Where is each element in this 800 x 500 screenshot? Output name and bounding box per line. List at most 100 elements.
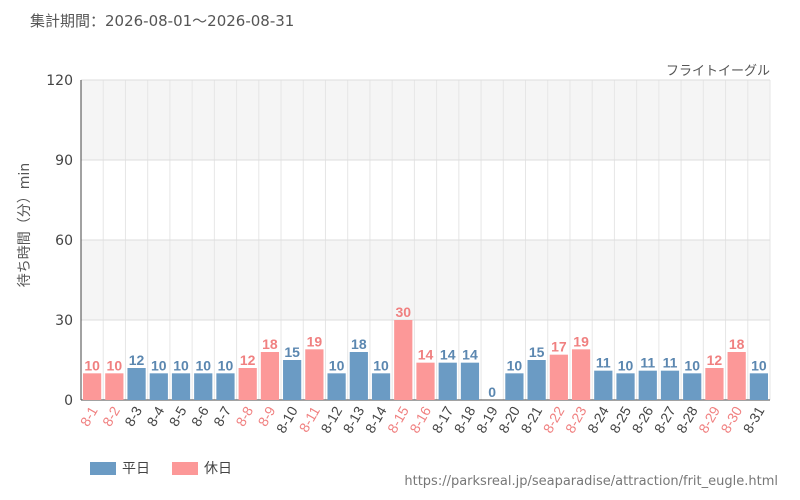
y-tick-label: 120 bbox=[46, 73, 73, 89]
bar bbox=[305, 349, 324, 400]
x-tick-label: 8-3 bbox=[121, 403, 145, 429]
bar bbox=[127, 368, 146, 400]
bar bbox=[371, 373, 391, 400]
x-tick-label: 8-20 bbox=[495, 403, 523, 435]
x-tick-label: 8-16 bbox=[406, 403, 434, 435]
x-tick-label: 8-31 bbox=[740, 403, 768, 435]
x-tick-label: 8-30 bbox=[717, 403, 745, 435]
bar bbox=[460, 362, 480, 400]
data-label: 10 bbox=[329, 357, 345, 373]
data-label: 19 bbox=[573, 333, 589, 349]
legend-item-weekday[interactable]: 平日 bbox=[90, 458, 150, 478]
bar bbox=[505, 373, 524, 400]
data-label: 18 bbox=[351, 336, 367, 352]
data-label: 10 bbox=[618, 357, 634, 373]
y-tick-label: 0 bbox=[64, 393, 73, 409]
bar bbox=[571, 349, 591, 400]
data-label: 12 bbox=[240, 352, 256, 368]
x-tick-label: 8-1 bbox=[77, 403, 101, 429]
attraction-name: フライトイーグル bbox=[665, 64, 770, 79]
x-tick-label: 8-12 bbox=[317, 403, 345, 435]
bar bbox=[549, 354, 568, 400]
data-label: 10 bbox=[173, 357, 189, 373]
legend-swatch-weekday bbox=[90, 461, 116, 475]
data-label: 18 bbox=[729, 336, 745, 352]
data-label: 19 bbox=[307, 333, 323, 349]
y-tick-label: 60 bbox=[55, 233, 73, 249]
bar bbox=[527, 360, 546, 400]
x-tick-label: 8-25 bbox=[606, 403, 634, 435]
plot-band bbox=[81, 160, 770, 240]
data-label: 14 bbox=[440, 347, 456, 363]
x-tick-label: 8-18 bbox=[451, 403, 479, 435]
x-tick-label: 8-14 bbox=[362, 403, 390, 435]
data-label: 10 bbox=[151, 357, 167, 373]
bar bbox=[416, 362, 435, 400]
x-tick-label: 8-24 bbox=[584, 403, 612, 435]
x-tick-label: 8-15 bbox=[384, 403, 412, 435]
data-label: 10 bbox=[507, 357, 523, 373]
bar bbox=[327, 373, 346, 400]
data-label: 10 bbox=[84, 357, 100, 373]
x-tick-label: 8-7 bbox=[210, 403, 234, 429]
plot-band bbox=[81, 240, 770, 320]
x-tick-label: 8-17 bbox=[428, 403, 456, 435]
bar bbox=[594, 370, 613, 400]
data-label: 10 bbox=[751, 357, 767, 373]
data-label: 10 bbox=[373, 357, 389, 373]
bar bbox=[349, 352, 368, 400]
plot-band bbox=[81, 80, 770, 160]
bar bbox=[616, 373, 635, 400]
bar bbox=[638, 370, 657, 400]
x-tick-label: 8-4 bbox=[143, 403, 167, 429]
bar bbox=[283, 360, 302, 400]
legend-label-holiday: 休日 bbox=[204, 461, 232, 477]
data-label: 14 bbox=[418, 347, 434, 363]
data-label: 10 bbox=[107, 357, 123, 373]
legend-label-weekday: 平日 bbox=[122, 461, 150, 477]
x-tick-label: 8-29 bbox=[695, 403, 723, 435]
bar bbox=[749, 373, 768, 400]
bar bbox=[83, 373, 102, 400]
bar bbox=[705, 368, 724, 400]
data-label: 15 bbox=[529, 344, 545, 360]
x-tick-label: 8-27 bbox=[651, 403, 679, 435]
data-label: 30 bbox=[395, 304, 411, 320]
data-label: 12 bbox=[707, 352, 723, 368]
bar bbox=[394, 320, 413, 400]
y-tick-label: 90 bbox=[55, 153, 73, 169]
data-label: 12 bbox=[129, 352, 145, 368]
x-tick-label: 8-5 bbox=[166, 403, 190, 429]
x-tick-label: 8-26 bbox=[628, 403, 656, 435]
data-label: 11 bbox=[640, 355, 655, 371]
x-tick-label: 8-21 bbox=[517, 403, 545, 435]
bar bbox=[149, 373, 168, 400]
data-label: 11 bbox=[663, 355, 678, 371]
data-label: 18 bbox=[262, 336, 278, 352]
x-tick-label: 8-2 bbox=[99, 403, 123, 429]
source-url[interactable]: https://parksreal.jp/seaparadise/attract… bbox=[404, 474, 778, 489]
bar bbox=[105, 373, 124, 400]
bar bbox=[238, 368, 257, 400]
bar bbox=[660, 370, 680, 400]
x-tick-label: 8-22 bbox=[540, 403, 568, 435]
x-tick-label: 8-8 bbox=[232, 403, 256, 429]
x-tick-label: 8-19 bbox=[473, 403, 501, 435]
bar bbox=[260, 352, 280, 400]
bar bbox=[171, 373, 191, 400]
period-label: 集計期間：2026-08-01～2026-08-31 bbox=[30, 12, 295, 30]
bar bbox=[194, 373, 213, 400]
data-label: 14 bbox=[462, 347, 478, 363]
legend: 平日 休日 bbox=[90, 458, 232, 478]
data-label: 10 bbox=[218, 357, 234, 373]
data-label: 15 bbox=[284, 344, 300, 360]
x-tick-label: 8-10 bbox=[273, 403, 301, 435]
legend-item-holiday[interactable]: 休日 bbox=[172, 458, 232, 478]
bar bbox=[683, 373, 702, 400]
data-label: 17 bbox=[551, 339, 567, 355]
x-tick-label: 8-6 bbox=[188, 403, 212, 429]
y-tick-label: 30 bbox=[55, 313, 73, 329]
data-label: 10 bbox=[684, 357, 700, 373]
legend-swatch-holiday bbox=[172, 461, 198, 475]
